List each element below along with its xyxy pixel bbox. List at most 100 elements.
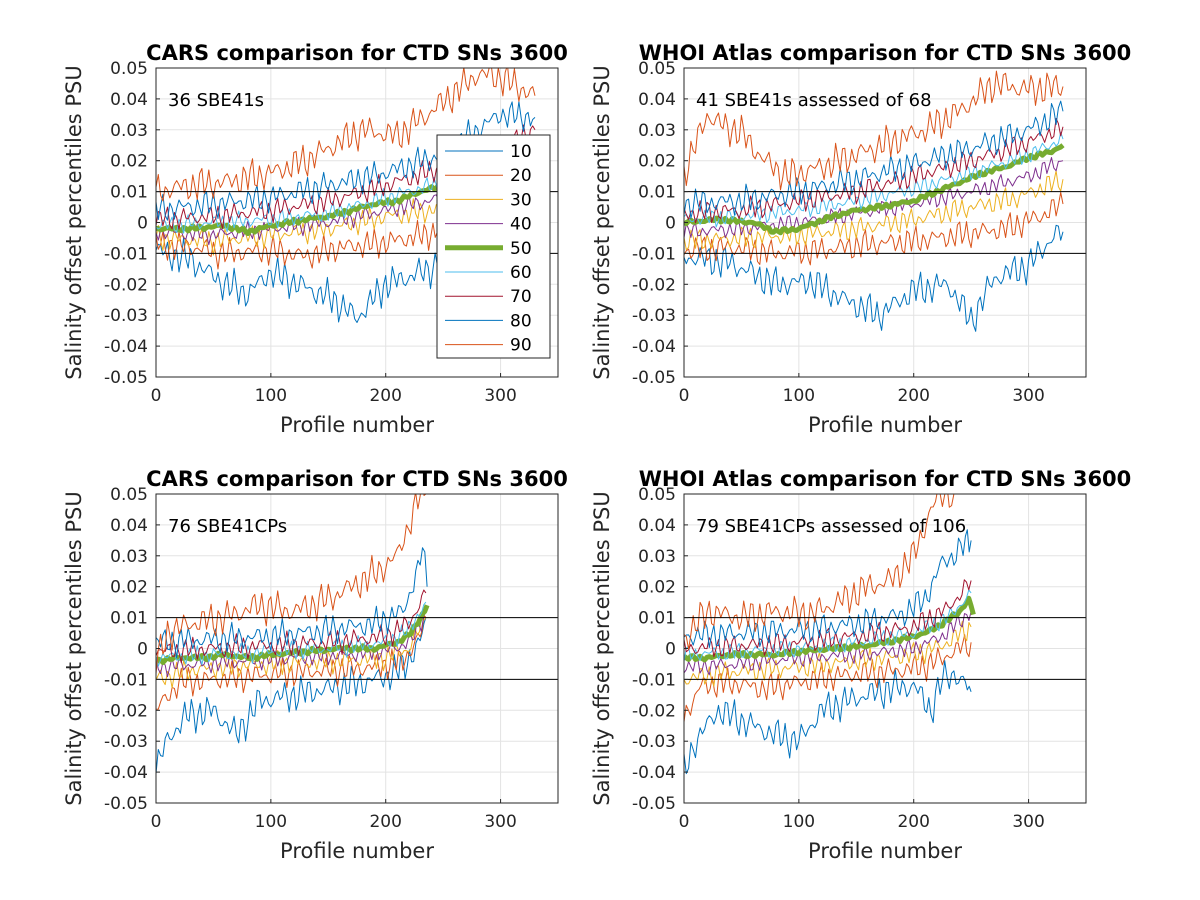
y-tick-label: -0.04 xyxy=(104,337,148,357)
series-line-30 xyxy=(156,615,427,689)
x-tick-label: 100 xyxy=(255,812,287,832)
y-tick-label: -0.03 xyxy=(632,306,676,326)
y-tick-label: 0.03 xyxy=(638,547,676,567)
legend-label-30: 30 xyxy=(510,190,532,210)
series-line-50 xyxy=(684,595,976,663)
series-line-20 xyxy=(156,219,438,270)
y-axis-label: Salinity offset percentiles PSU xyxy=(62,65,86,379)
series-line-20 xyxy=(684,634,972,723)
legend-label-40: 40 xyxy=(510,215,532,235)
y-tick-label: -0.03 xyxy=(104,732,148,752)
x-axis-label: Profile number xyxy=(280,839,434,863)
series-line-40 xyxy=(684,611,972,676)
x-tick-label: 0 xyxy=(679,386,690,406)
series-line-70 xyxy=(684,118,1064,224)
series-line-20 xyxy=(156,614,427,710)
y-tick-label: 0.04 xyxy=(638,516,676,536)
series-line-10 xyxy=(684,224,1064,332)
y-axis-label: Salinity offset percentiles PSU xyxy=(590,65,614,379)
chart-title: WHOI Atlas comparison for CTD SNs 3600 xyxy=(639,41,1132,65)
y-tick-label: -0.01 xyxy=(104,244,148,264)
series-group xyxy=(684,494,976,775)
legend-label-80: 80 xyxy=(510,311,532,331)
chart-title: CARS comparison for CTD SNs 3600 xyxy=(146,467,568,491)
legend-label-70: 70 xyxy=(510,287,532,307)
legend-label-10: 10 xyxy=(510,142,532,162)
panel-annotation: 41 SBE41s assessed of 68 xyxy=(696,90,932,111)
y-tick-label: -0.02 xyxy=(632,275,676,295)
y-tick-label: -0.01 xyxy=(632,244,676,264)
y-tick-label: 0.04 xyxy=(638,90,676,110)
x-tick-label: 0 xyxy=(151,386,162,406)
y-tick-label: 0.03 xyxy=(110,547,148,567)
x-tick-label: 200 xyxy=(897,386,929,406)
x-tick-label: 300 xyxy=(1012,386,1044,406)
series-line-90 xyxy=(684,70,1064,191)
y-tick-label: -0.05 xyxy=(104,368,148,388)
y-tick-label: 0 xyxy=(665,640,676,660)
y-tick-label: -0.01 xyxy=(104,670,148,690)
y-tick-label: 0.01 xyxy=(110,609,148,629)
series-line-30 xyxy=(684,170,1064,251)
series-group xyxy=(684,70,1065,332)
y-axis-label: Salinity offset percentiles PSU xyxy=(62,491,86,805)
y-tick-label: -0.02 xyxy=(632,701,676,721)
chart-title: WHOI Atlas comparison for CTD SNs 3600 xyxy=(639,467,1132,491)
legend-label-20: 20 xyxy=(510,166,532,186)
y-tick-label: -0.04 xyxy=(632,763,676,783)
series-line-10 xyxy=(156,617,427,774)
series-line-80 xyxy=(156,547,428,659)
y-tick-label: -0.05 xyxy=(632,368,676,388)
x-tick-label: 100 xyxy=(783,812,815,832)
series-line-50 xyxy=(684,143,1065,236)
chart-title: CARS comparison for CTD SNs 3600 xyxy=(146,41,568,65)
series-line-10 xyxy=(684,660,972,775)
y-tick-label: 0 xyxy=(665,214,676,234)
x-tick-label: 300 xyxy=(1012,812,1044,832)
panel-annotation: 76 SBE41CPs xyxy=(168,516,287,537)
panel-annotation: 79 SBE41CPs assessed of 106 xyxy=(696,516,966,537)
series-line-70 xyxy=(156,589,427,664)
legend-label-90: 90 xyxy=(510,336,532,356)
y-tick-label: 0 xyxy=(137,640,148,660)
y-tick-label: 0.02 xyxy=(110,152,148,172)
x-tick-label: 0 xyxy=(151,812,162,832)
y-tick-label: -0.03 xyxy=(104,306,148,326)
subplot-1: 0 100 200 300 -0.05 -0.04 -0.03 -0.02 -0.01 0 0.01… xyxy=(62,41,568,437)
subplot-4: 0 100 200 300 -0.05 -0.04 -0.03 -0.02 -0.01 0 0.01… xyxy=(590,467,1131,863)
y-tick-label: 0 xyxy=(137,214,148,234)
y-tick-label: 0.01 xyxy=(638,609,676,629)
x-tick-label: 0 xyxy=(679,812,690,832)
subplot-2: 0 100 200 300 -0.05 -0.04 -0.03 -0.02 -0.01 0 0.01… xyxy=(590,41,1131,437)
y-tick-label: 0.01 xyxy=(110,183,148,203)
series-line-30 xyxy=(684,620,972,687)
series-line-80 xyxy=(684,100,1064,219)
legend: 10 20 30 40 50 60 70 80 90 xyxy=(436,134,551,359)
panel-annotation: 36 SBE41s xyxy=(168,90,264,111)
x-axis-label: Profile number xyxy=(808,413,962,437)
legend-label-60: 60 xyxy=(510,263,532,283)
x-tick-label: 100 xyxy=(783,386,815,406)
subplot-3: 0 100 200 300 -0.05 -0.04 -0.03 -0.02 -0.01 0 0.01… xyxy=(62,467,568,863)
series-line-60 xyxy=(684,589,972,662)
y-tick-label: -0.05 xyxy=(632,794,676,814)
y-tick-label: -0.04 xyxy=(104,763,148,783)
y-tick-label: 0.02 xyxy=(638,578,676,598)
series-line-10 xyxy=(156,237,438,323)
y-tick-label: 0.02 xyxy=(110,578,148,598)
y-tick-label: -0.01 xyxy=(632,670,676,690)
y-tick-label: 0.05 xyxy=(638,59,676,79)
x-tick-label: 200 xyxy=(369,386,401,406)
series-line-90 xyxy=(156,68,536,202)
y-tick-label: 0.05 xyxy=(110,485,148,505)
y-tick-label: -0.02 xyxy=(104,275,148,295)
y-tick-label: -0.02 xyxy=(104,701,148,721)
x-tick-label: 300 xyxy=(484,812,516,832)
x-tick-label: 100 xyxy=(255,386,287,406)
y-tick-label: 0.05 xyxy=(110,59,148,79)
series-line-90 xyxy=(684,494,955,650)
y-tick-label: 0.01 xyxy=(638,183,676,203)
x-tick-label: 200 xyxy=(369,812,401,832)
y-tick-label: 0.02 xyxy=(638,152,676,172)
